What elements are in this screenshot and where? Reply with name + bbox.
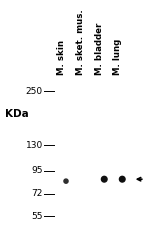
Text: 55: 55 — [31, 211, 43, 221]
Ellipse shape — [64, 179, 68, 183]
Text: M. bladder: M. bladder — [95, 23, 104, 75]
Ellipse shape — [101, 176, 107, 182]
Text: 95: 95 — [31, 166, 43, 175]
Text: M. lung: M. lung — [113, 39, 122, 75]
Text: 250: 250 — [26, 87, 43, 96]
Text: M. skin: M. skin — [57, 40, 66, 75]
Text: 130: 130 — [26, 141, 43, 150]
Ellipse shape — [119, 176, 125, 182]
Text: M. sket. mus.: M. sket. mus. — [76, 9, 85, 75]
Text: 72: 72 — [31, 189, 43, 198]
Text: KDa: KDa — [5, 109, 29, 119]
